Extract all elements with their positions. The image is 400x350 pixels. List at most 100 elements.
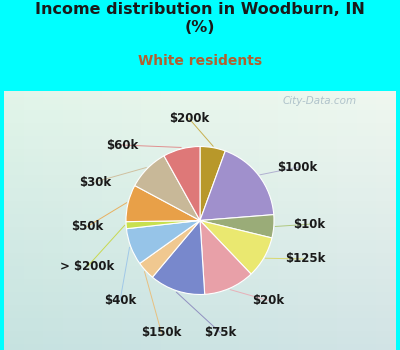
Bar (112, 91, 122, 350)
Text: City-Data.com: City-Data.com (283, 96, 357, 106)
Text: $100k: $100k (278, 161, 318, 174)
Bar (4, 220, 396, 227)
Bar (308, 91, 318, 350)
Bar (4, 143, 396, 149)
Bar (4, 285, 396, 292)
Bar (366, 91, 376, 350)
Text: $75k: $75k (204, 327, 237, 340)
Bar (4, 188, 396, 195)
Text: $60k: $60k (106, 139, 138, 152)
Bar (4, 279, 396, 285)
Text: $10k: $10k (294, 218, 326, 231)
Bar (190, 91, 200, 350)
Wedge shape (126, 220, 200, 264)
Bar (170, 91, 180, 350)
Text: $30k: $30k (79, 175, 111, 189)
Bar (141, 91, 151, 350)
Text: $200k: $200k (169, 112, 209, 125)
Bar (4, 344, 396, 350)
Bar (4, 272, 396, 279)
Bar (4, 162, 396, 169)
Wedge shape (200, 220, 272, 274)
Bar (92, 91, 102, 350)
Bar (4, 136, 396, 143)
Bar (288, 91, 298, 350)
Bar (4, 214, 396, 220)
Bar (4, 91, 14, 350)
Bar (151, 91, 161, 350)
Bar (4, 266, 396, 272)
Bar (4, 304, 396, 311)
Bar (337, 91, 347, 350)
Bar (161, 91, 171, 350)
Bar (4, 130, 396, 136)
Bar (122, 91, 131, 350)
Wedge shape (126, 186, 200, 222)
Bar (4, 240, 396, 246)
Bar (4, 195, 396, 201)
Bar (4, 156, 396, 162)
Bar (4, 91, 396, 97)
Wedge shape (152, 220, 205, 294)
Bar (220, 91, 230, 350)
Bar (4, 227, 396, 233)
Bar (63, 91, 73, 350)
Bar (102, 91, 112, 350)
Wedge shape (126, 220, 200, 229)
Bar (230, 91, 239, 350)
Text: $40k: $40k (104, 294, 136, 307)
Wedge shape (140, 220, 200, 277)
Bar (210, 91, 220, 350)
Bar (4, 330, 396, 337)
Bar (376, 91, 386, 350)
Wedge shape (200, 147, 225, 220)
Text: $50k: $50k (71, 220, 104, 233)
Wedge shape (200, 220, 251, 294)
Bar (4, 253, 396, 259)
Bar (4, 149, 396, 156)
Bar (4, 292, 396, 298)
Bar (298, 91, 308, 350)
Bar (4, 111, 396, 117)
Bar (4, 117, 396, 124)
Text: White residents: White residents (138, 54, 262, 68)
Bar (4, 169, 396, 175)
Bar (4, 311, 396, 318)
Bar (4, 208, 396, 214)
Bar (259, 91, 269, 350)
Bar (43, 91, 53, 350)
Bar (4, 98, 396, 104)
Bar (73, 91, 82, 350)
Bar (4, 337, 396, 343)
Bar (82, 91, 92, 350)
Bar (4, 324, 396, 330)
Bar (4, 201, 396, 208)
Bar (4, 104, 396, 111)
Wedge shape (164, 147, 200, 220)
Text: $150k: $150k (141, 327, 182, 340)
Bar (4, 259, 396, 266)
Bar (4, 182, 396, 188)
Bar (249, 91, 259, 350)
Bar (53, 91, 63, 350)
Bar (14, 91, 24, 350)
Bar (347, 91, 357, 350)
Bar (278, 91, 288, 350)
Bar (327, 91, 337, 350)
Bar (239, 91, 249, 350)
Bar (4, 124, 396, 130)
Bar (4, 246, 396, 253)
Text: $20k: $20k (252, 294, 284, 307)
Bar (200, 91, 210, 350)
Bar (4, 175, 396, 182)
Text: $125k: $125k (285, 252, 325, 266)
Wedge shape (200, 215, 274, 238)
Bar (4, 233, 396, 240)
Text: Income distribution in Woodburn, IN
(%): Income distribution in Woodburn, IN (%) (35, 2, 365, 35)
Bar (131, 91, 141, 350)
Bar (180, 91, 190, 350)
Bar (269, 91, 278, 350)
Bar (34, 91, 43, 350)
Bar (24, 91, 34, 350)
Bar (386, 91, 396, 350)
